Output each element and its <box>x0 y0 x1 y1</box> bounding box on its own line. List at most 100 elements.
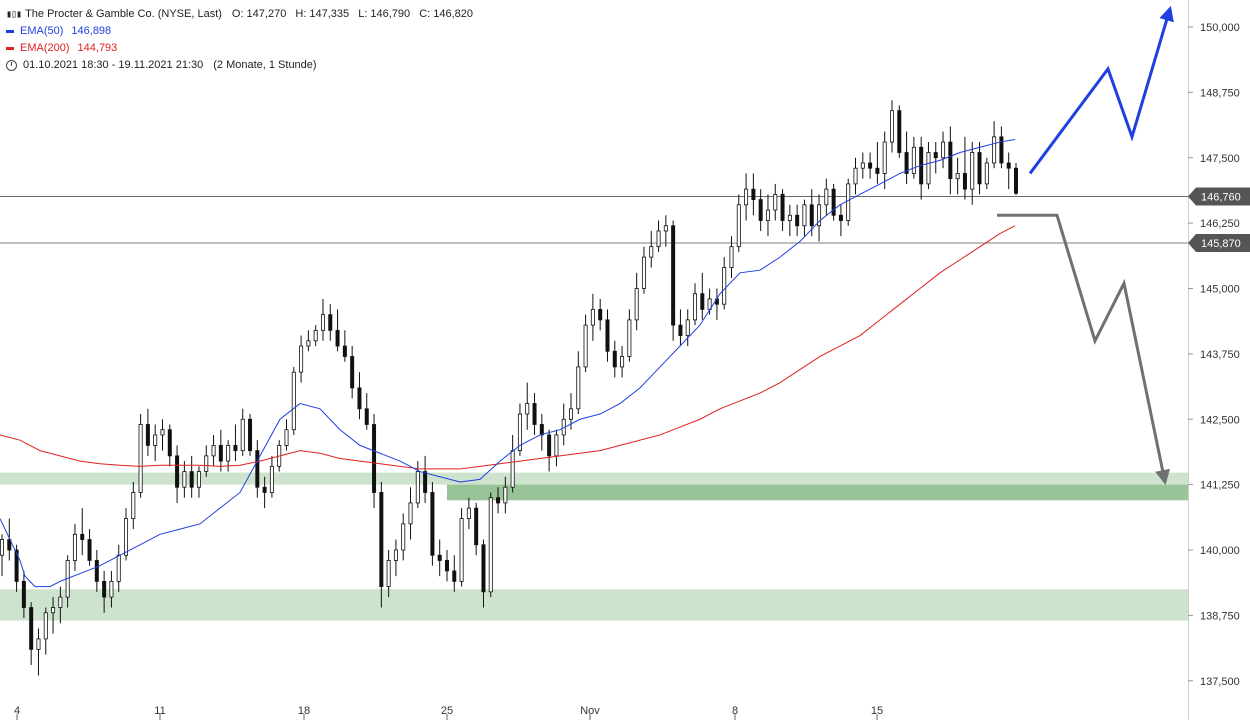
candle-body <box>598 309 603 321</box>
candle-body <box>984 162 989 185</box>
candle <box>992 121 997 169</box>
candle-body <box>211 444 216 457</box>
date-range: 01.10.2021 18:30 - 19.11.2021 21:30 <box>23 59 204 71</box>
candle-body <box>510 450 515 488</box>
candle-body <box>605 319 610 352</box>
price-tag-label: 146,760 <box>1201 191 1241 203</box>
candle-body <box>795 214 800 227</box>
candle-body <box>14 549 19 582</box>
scenario-arrows <box>997 5 1174 485</box>
candle <box>933 142 938 174</box>
candle-body <box>656 230 661 248</box>
ema50-swatch <box>6 30 14 33</box>
candle-body <box>722 267 727 305</box>
candle <box>634 272 639 331</box>
candle-body <box>641 256 646 289</box>
candle <box>663 215 668 247</box>
candle <box>408 487 413 540</box>
candle-body <box>787 214 792 221</box>
candle-body <box>649 246 654 258</box>
candle <box>685 309 690 347</box>
candle <box>671 220 676 341</box>
candle-body <box>831 188 836 216</box>
candle-body <box>897 110 902 153</box>
x-tick-label: 8 <box>732 705 738 717</box>
candle-body <box>196 471 201 488</box>
candle <box>386 550 391 598</box>
candle-body <box>853 167 858 185</box>
candle <box>269 455 274 498</box>
candle <box>554 429 559 467</box>
candle-body <box>204 455 209 472</box>
candle-body <box>423 471 428 493</box>
y-axis: 150,000 148,750 147,500 146,250 145,000 143,7… <box>1188 22 1240 688</box>
candle <box>583 314 588 373</box>
candle-body <box>255 450 260 488</box>
candle-body <box>860 162 865 169</box>
legend-title-row: ▮▯▮ The Procter & Gamble Co. (NYSE, Last… <box>6 6 473 23</box>
candle-body <box>612 350 617 368</box>
candle <box>1006 152 1011 190</box>
candle <box>196 466 201 498</box>
candle-body <box>488 497 493 593</box>
candle-body <box>758 199 763 221</box>
candle <box>364 393 369 430</box>
candle-body <box>175 455 180 488</box>
chart-legend: ▮▯▮ The Procter & Gamble Co. (NYSE, Last… <box>6 6 473 74</box>
candle <box>824 178 829 216</box>
candle <box>72 523 77 571</box>
y-tick-label: 147,500 <box>1200 153 1240 165</box>
candle <box>838 204 843 237</box>
candle-body <box>342 345 347 357</box>
candle <box>7 518 12 561</box>
candle-body <box>517 413 522 452</box>
candle-body <box>503 486 508 504</box>
high-value: 147,335 <box>309 8 350 20</box>
candle <box>926 142 931 190</box>
low-label: L: <box>358 8 368 20</box>
candle <box>342 330 347 362</box>
x-tick-label: 18 <box>298 705 310 717</box>
candle <box>787 204 792 237</box>
ema200-swatch <box>6 47 14 50</box>
y-tick-label: 138,750 <box>1200 610 1240 622</box>
candle <box>459 508 464 587</box>
price-tags: 146,760 145,870 <box>1188 187 1250 252</box>
candle <box>102 570 107 613</box>
candle <box>430 482 435 566</box>
candle <box>284 419 289 451</box>
candle <box>116 544 121 592</box>
candle <box>889 100 894 153</box>
bars-icon: ▮▯▮ <box>6 9 22 20</box>
candle-body <box>430 492 435 556</box>
candle-body <box>700 293 705 310</box>
legend-range: 01.10.2021 18:30 - 19.11.2021 21:30 (2 M… <box>6 57 473 74</box>
candle <box>357 372 362 420</box>
candle <box>423 455 428 503</box>
candle-body <box>379 492 384 588</box>
candle-body <box>532 403 537 425</box>
candle-body <box>736 204 741 248</box>
price-tag-shape <box>1188 233 1250 252</box>
instrument-title: The Procter & Gamble Co. (NYSE, Last) <box>25 8 222 20</box>
candle <box>175 445 180 503</box>
candle <box>641 246 646 294</box>
candle-body <box>36 638 41 650</box>
candle-body <box>992 136 997 164</box>
candle-body <box>590 309 595 326</box>
ema200-line <box>0 225 1016 470</box>
candle <box>868 152 873 179</box>
candle-body <box>1006 162 1011 169</box>
candle-body <box>291 371 296 431</box>
candle <box>160 419 165 451</box>
candle <box>700 272 705 320</box>
candle <box>204 445 209 477</box>
candle-body <box>102 580 107 598</box>
candle <box>94 550 99 592</box>
candle-body <box>43 612 48 640</box>
candle-body <box>634 288 639 321</box>
candle <box>649 230 654 268</box>
candle <box>547 429 552 472</box>
high-label: H: <box>295 8 307 20</box>
